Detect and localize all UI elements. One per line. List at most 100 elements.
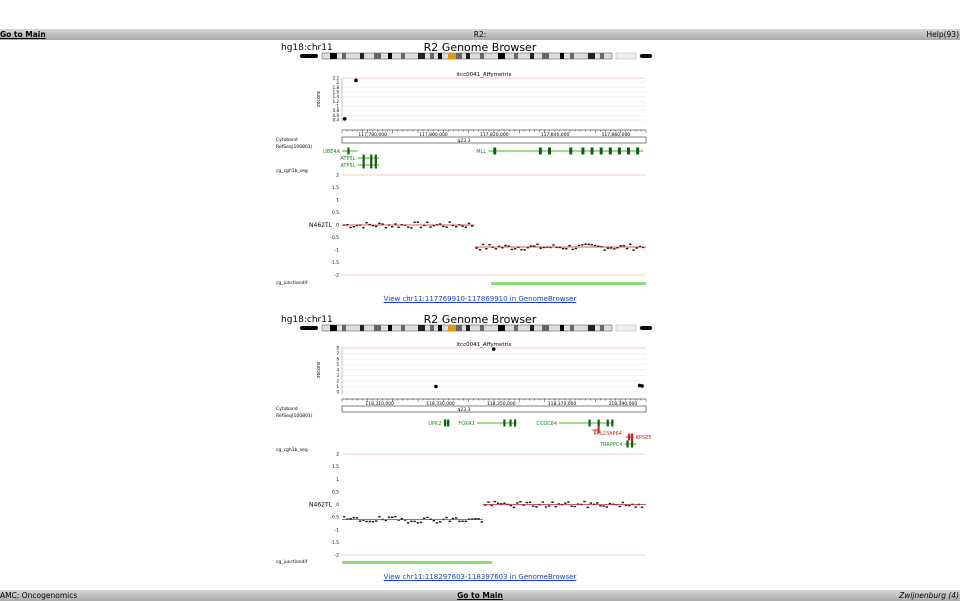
segment-tick-label: 0 xyxy=(336,223,339,229)
gene-exon xyxy=(599,147,603,155)
zscore-point xyxy=(354,78,358,83)
probe-mark xyxy=(352,517,355,519)
probe-mark xyxy=(407,226,410,228)
gene-exon xyxy=(597,426,600,434)
zscore-tick-label: 7 xyxy=(336,351,339,356)
zscore-tick-label: 1.4 xyxy=(333,94,340,99)
view-in-genomebrowser-link[interactable]: View chr11:117769910-117869910 in Genome… xyxy=(383,295,577,303)
axis-tick-label: 117,840,000 xyxy=(541,132,570,138)
ideogram-band xyxy=(542,53,549,59)
ideogram-pter xyxy=(300,326,318,330)
gene-exon xyxy=(588,419,591,427)
probe-mark xyxy=(391,226,394,228)
probe-mark xyxy=(616,247,619,249)
probe-mark xyxy=(439,521,442,523)
probe-mark xyxy=(512,506,516,509)
axis-tick-label: 117,820,000 xyxy=(480,132,509,138)
probe-mark xyxy=(419,521,423,524)
probe-mark xyxy=(581,244,584,246)
probe-mark xyxy=(371,520,375,523)
gene-exon xyxy=(631,433,634,441)
probe-mark xyxy=(634,506,637,508)
go-to-main-link[interactable]: Go to Main xyxy=(457,591,503,600)
probe-mark xyxy=(432,519,435,522)
zscore-tick-label: 5 xyxy=(336,362,339,367)
view-in-genomebrowser-link[interactable]: View chr11:118297603-118397603 in Genome… xyxy=(383,573,577,581)
segment-tick-label: -1 xyxy=(335,527,340,533)
segmentation-track: cg_cgh1b_seg 2 1.5 1 0.5 0 -0.5 -1 -1.5 -2 N462TL xyxy=(276,447,646,559)
ideogram-band xyxy=(388,53,392,59)
probe-mark xyxy=(608,502,612,505)
probe-mark xyxy=(488,243,491,246)
zscore-tick-label: 2 xyxy=(336,80,339,85)
segment-tick-label: 0 xyxy=(336,502,339,508)
probe-mark xyxy=(400,518,403,520)
ideogram-band xyxy=(480,325,484,331)
probe-mark xyxy=(493,500,497,503)
ideogram-qter xyxy=(615,324,637,332)
probe-mark xyxy=(584,243,587,245)
help-link[interactable]: Help(93) xyxy=(926,30,960,39)
go-to-main-link[interactable]: Go to Main xyxy=(0,30,46,39)
gene-line xyxy=(357,157,379,159)
segment-tick-label: -0.5 xyxy=(330,235,339,241)
probe-mark xyxy=(371,224,375,227)
gene-label: ATP5L xyxy=(340,156,355,162)
gene-exon xyxy=(606,419,609,427)
ideogram-band xyxy=(530,53,534,59)
gene-exon xyxy=(631,440,634,448)
probe-mark xyxy=(516,502,519,504)
footer-organization: AMC: Oncogenomics xyxy=(0,591,78,600)
probe-mark xyxy=(464,520,467,522)
probe-mark xyxy=(602,505,605,507)
probe-mark xyxy=(589,502,593,504)
axis-tick-label: 118,350,000 xyxy=(487,401,516,407)
cytoband-label: Cytoband xyxy=(276,137,298,143)
probe-mark xyxy=(590,244,594,246)
probe-mark xyxy=(571,248,574,251)
gene-exon xyxy=(444,419,447,427)
probe-mark xyxy=(625,247,629,250)
probe-mark xyxy=(549,246,552,249)
axis-tick-label: 117,800,000 xyxy=(419,132,448,138)
zscore-tick-label: 8 xyxy=(336,346,339,351)
ideogram-band xyxy=(438,53,442,59)
axis-tick-label: 118,390,000 xyxy=(609,401,638,407)
probe-mark xyxy=(593,244,597,247)
gene-line xyxy=(624,443,637,445)
probe-mark xyxy=(573,505,577,508)
probe-mark xyxy=(471,518,474,520)
coordinate-axis: 117,780,000 117,800,000 117,820,000 117,840… xyxy=(341,129,647,138)
probe-mark xyxy=(501,247,504,249)
probe-mark xyxy=(638,245,642,248)
probe-mark xyxy=(394,515,397,518)
probe-mark xyxy=(355,224,359,227)
ideogram-band xyxy=(418,325,425,331)
zscore-tick-label: 1 xyxy=(336,384,339,389)
gene-exon xyxy=(347,147,350,155)
probe-mark xyxy=(362,519,365,521)
probe-mark xyxy=(455,517,458,519)
probe-mark xyxy=(485,248,488,250)
probe-mark xyxy=(564,502,567,504)
probe-mark xyxy=(561,247,565,250)
gene-exon xyxy=(547,147,551,155)
probe-mark xyxy=(621,501,625,504)
probe-mark xyxy=(539,247,542,249)
probe-mark xyxy=(542,246,546,249)
probe-mark xyxy=(481,243,485,246)
probe-mark xyxy=(461,520,464,523)
gene-label: RPL23AP64 xyxy=(593,431,621,437)
probe-mark xyxy=(500,503,503,505)
probe-mark xyxy=(378,222,381,225)
gene-exon xyxy=(362,161,365,169)
probe-mark xyxy=(551,501,554,504)
probe-mark xyxy=(554,505,557,508)
browser-title: R2 Genome Browser xyxy=(423,41,537,54)
probe-mark xyxy=(355,517,359,519)
cytoband-bar xyxy=(341,136,647,144)
segment-tick-label: -0.5 xyxy=(330,515,339,521)
probe-mark xyxy=(362,227,365,229)
ideogram-band xyxy=(514,325,518,331)
probe-mark xyxy=(577,244,581,247)
